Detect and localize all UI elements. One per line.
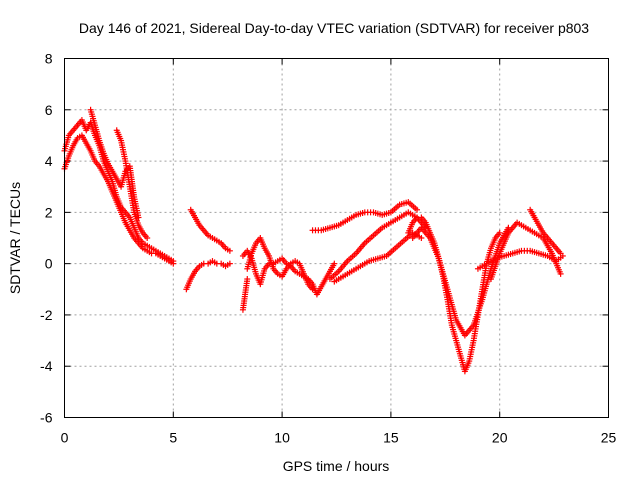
plot-frame	[64, 58, 609, 418]
data-point	[244, 276, 251, 283]
data-point	[226, 247, 233, 254]
data-point	[170, 260, 177, 267]
x-tick-label: 0	[61, 430, 69, 446]
x-tick-label: 15	[383, 430, 399, 446]
y-tick-label: 0	[45, 256, 53, 272]
x-tick-label: 10	[274, 430, 290, 446]
y-axis-label: SDTVAR / TECUs	[7, 182, 23, 294]
x-tick-label: 25	[601, 430, 617, 446]
data-point	[418, 235, 425, 241]
y-tick-label: -4	[40, 358, 53, 374]
x-tick-label: 20	[492, 430, 508, 446]
grid-lines	[64, 58, 609, 418]
y-tick-label: -6	[40, 410, 53, 426]
y-tick-label: 6	[45, 102, 53, 118]
y-tick-label: -2	[40, 307, 53, 323]
x-tick-labels: 0 5 10 15 20 25	[61, 430, 617, 446]
y-tick-label: 8	[45, 51, 53, 67]
data-point	[309, 286, 316, 293]
data-point	[557, 270, 564, 277]
y-tick-labels: -6 -4 -2 0 2 4 6 8	[40, 51, 53, 426]
data-point	[414, 206, 421, 213]
data-point	[331, 260, 338, 267]
x-axis-label: GPS time / hours	[283, 458, 390, 474]
y-tick-label: 4	[45, 153, 53, 169]
data-point	[226, 260, 233, 267]
data-marks	[61, 106, 566, 375]
y-tick-label: 2	[45, 204, 53, 220]
data-point	[144, 235, 151, 241]
chart-title: Day 146 of 2021, Sidereal Day-to-day VTE…	[79, 20, 589, 36]
data-point	[496, 229, 503, 236]
data-point	[557, 250, 564, 257]
x-tick-label: 5	[169, 430, 177, 446]
